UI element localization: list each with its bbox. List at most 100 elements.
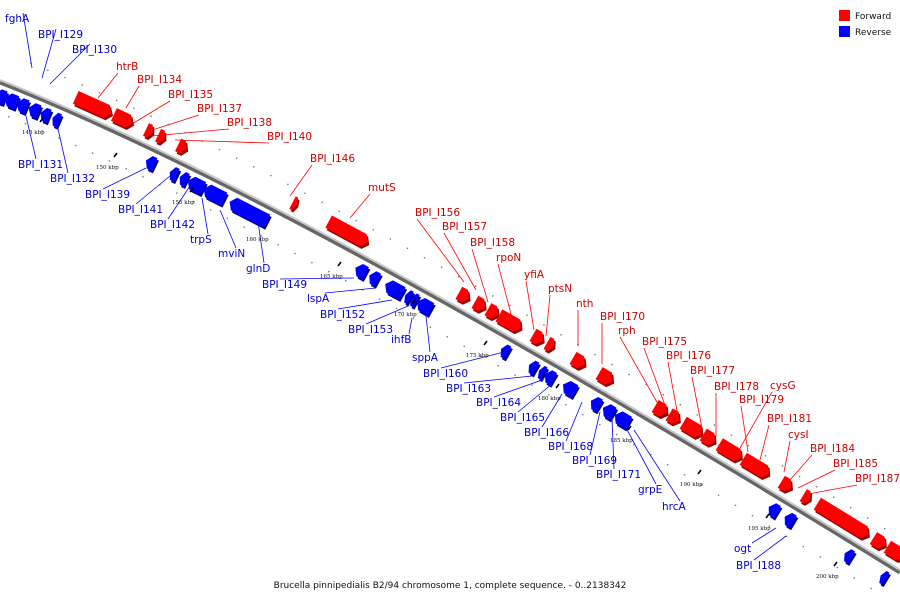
- tick-dot: [328, 270, 330, 273]
- tick-dot: [866, 517, 869, 519]
- forward-gene-arrow-11: [529, 328, 545, 347]
- tick-dot: [884, 527, 886, 530]
- scale-tick-mark: [833, 561, 838, 567]
- scale-tick-mark: [113, 152, 118, 158]
- gene-label-bpi-i170: BPI_I170: [600, 311, 645, 323]
- gene-label-hrca: hrcA: [662, 501, 687, 513]
- gene-label-bpi-i130: BPI_I130: [72, 44, 117, 56]
- gene-label-bpi-i164: BPI_I164: [476, 397, 521, 409]
- tick-dot: [253, 166, 255, 168]
- tick-dot: [819, 556, 822, 558]
- gene-label-bpi-i171: BPI_I171: [596, 469, 641, 481]
- gene-label-bpi-i158: BPI_I158: [470, 237, 515, 249]
- tick-dot: [226, 217, 229, 220]
- leader-line-bpi-i139: [102, 167, 147, 190]
- tick-dot: [594, 353, 596, 356]
- scale-label-170-kbp: 170 kbp: [394, 312, 417, 318]
- leader-line-trps: [201, 197, 209, 235]
- tick-dot: [628, 373, 630, 376]
- leader-line-rpon: [497, 263, 513, 319]
- reverse-gene-arrow-20: [537, 365, 550, 383]
- reverse-gene-arrow-12: [355, 263, 371, 282]
- tick-dot: [717, 494, 720, 496]
- tick-dot: [565, 404, 567, 406]
- leader-line-bpi-i140: [174, 139, 270, 144]
- tick-dot: [58, 137, 60, 139]
- leader-line-bpi-i169: [589, 411, 601, 456]
- tick-dot: [475, 285, 477, 287]
- forward-gene-arrow-12: [543, 336, 556, 354]
- gene-label-nth: nth: [576, 298, 593, 310]
- leader-line-bpi-i177: [691, 376, 703, 429]
- tick-dot: [41, 130, 43, 132]
- leader-line-htrb: [97, 72, 119, 99]
- leader-line-bpi-i184: [789, 454, 813, 481]
- gene-label-muts: mutS: [368, 182, 396, 194]
- forward-gene-arrow-4: [175, 138, 189, 156]
- tick-dot: [645, 383, 647, 386]
- leader-line-bpi-i130: [49, 43, 91, 85]
- tick-dot: [429, 326, 432, 329]
- tick-dot: [98, 91, 101, 94]
- gene-label-yfia: yfiA: [524, 269, 545, 281]
- tick-dot: [492, 295, 494, 297]
- reverse-gene-arrow-11: [229, 197, 272, 230]
- scale-label-185-kbp: 185 kbp: [610, 438, 633, 444]
- leader-line-ptsn: [545, 294, 551, 337]
- gene-features: [0, 89, 900, 588]
- gene-label-bpi-i169: BPI_I169: [572, 455, 617, 467]
- reverse-gene-arrow-26: [768, 503, 783, 521]
- tick-dot: [751, 514, 754, 517]
- leader-line-bpi-i134: [125, 85, 140, 109]
- tick-dot: [294, 252, 296, 255]
- gene-label-bpi-i132: BPI_I132: [50, 173, 95, 185]
- leader-line-bpi-i188: [753, 535, 787, 561]
- forward-gene-arrow-14: [595, 367, 615, 388]
- tick-dot: [633, 443, 635, 446]
- forward-gene-arrow-18: [699, 428, 717, 448]
- tick-dot: [679, 404, 682, 406]
- tick-dot: [150, 115, 152, 118]
- gene-label-grpe: grpE: [638, 484, 662, 496]
- gene-label-mvin: mviN: [218, 248, 245, 260]
- reverse-gene-arrow-1: [4, 93, 21, 112]
- tick-dot: [47, 69, 49, 71]
- reverse-gene-arrow-25: [614, 411, 634, 432]
- scale-label-180-kbp: 180 kbp: [538, 396, 561, 402]
- gene-label-bpi-i131: BPI_I131: [18, 159, 63, 171]
- tick-dot: [440, 266, 443, 268]
- gene-label-bpi-i188: BPI_I188: [736, 560, 781, 572]
- forward-gene-arrow-17: [679, 416, 704, 440]
- gene-label-bpi-i176: BPI_I176: [666, 350, 711, 362]
- tick-dot: [395, 307, 398, 310]
- gene-label-ogt: ogt: [734, 543, 751, 555]
- reverse-gene-arrow-10: [203, 184, 229, 208]
- scale-label-145-kbp: 145 kbp: [22, 130, 45, 136]
- leader-line-cysi: [783, 440, 791, 473]
- tick-dot: [235, 157, 238, 159]
- tick-dot: [747, 444, 750, 447]
- gene-label-bpi-i178: BPI_I178: [714, 381, 759, 393]
- reverse-gene-arrow-13: [369, 271, 383, 289]
- leader-line-bpi-i156: [416, 218, 465, 283]
- scale-label-165-kbp: 165 kbp: [320, 274, 343, 280]
- gene-label-sppa: sppA: [412, 352, 439, 364]
- gene-label-bpi-i153: BPI_I153: [348, 324, 393, 336]
- forward-gene-arrow-23: [813, 497, 870, 541]
- reverse-gene-arrow-0: [0, 89, 10, 108]
- leader-line-bpi-i157: [443, 232, 477, 291]
- leader-line-bpi-i158: [471, 248, 489, 303]
- tick-dot: [304, 192, 306, 195]
- tick-dot: [543, 324, 545, 326]
- forward-gene-arrow-3: [155, 128, 167, 146]
- leader-line-yfia: [525, 280, 535, 331]
- leader-line-bpi-i165: [517, 383, 553, 413]
- forward-gene-arrow-22: [799, 489, 813, 506]
- scale-label-150-kbp: 150 kbp: [96, 165, 119, 171]
- leader-line-bpi-i153: [365, 305, 409, 325]
- tick-dot: [509, 304, 511, 307]
- leader-line-bpi-i175: [643, 347, 667, 409]
- tick-dot: [870, 587, 872, 590]
- forward-gene-arrow-9: [484, 303, 500, 322]
- reverse-gene-arrow-24: [602, 404, 619, 423]
